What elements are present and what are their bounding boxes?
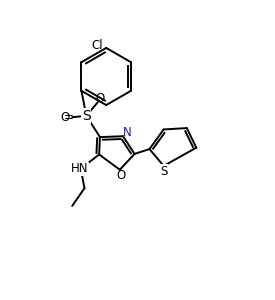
Text: S: S	[82, 109, 91, 123]
Text: O: O	[60, 111, 69, 124]
Text: Cl: Cl	[92, 39, 103, 52]
Text: S: S	[161, 165, 168, 178]
Text: N: N	[123, 127, 131, 140]
Text: =: =	[64, 111, 74, 124]
Text: HN: HN	[71, 162, 88, 175]
Text: O: O	[117, 169, 126, 182]
Text: O: O	[95, 92, 104, 106]
